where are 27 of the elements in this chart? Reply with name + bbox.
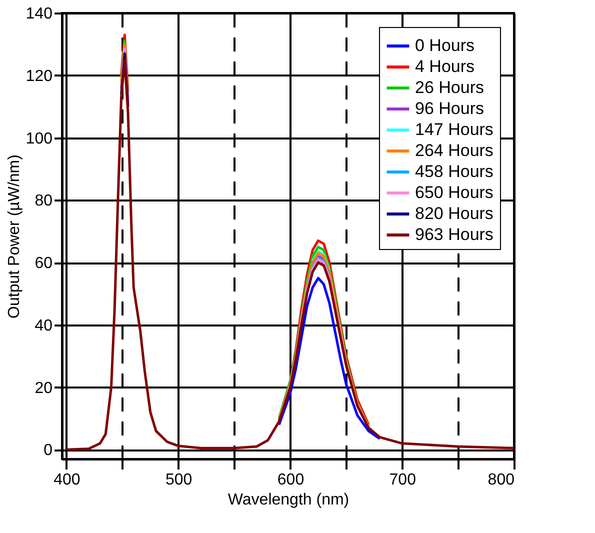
x-tick-label: 500 bbox=[166, 472, 192, 488]
legend-label: 147 Hours bbox=[415, 120, 494, 139]
legend-label: 264 Hours bbox=[415, 141, 494, 160]
legend-label: 4 Hours bbox=[415, 57, 475, 76]
y-tick-label: 80 bbox=[34, 192, 53, 210]
y-tick-label: 140 bbox=[26, 6, 53, 22]
y-tick-label: 60 bbox=[34, 255, 53, 272]
x-tick-label: 700 bbox=[389, 472, 416, 488]
x-tick-label: 400 bbox=[54, 472, 80, 488]
x-axis-title: Wavelength (nm) bbox=[228, 492, 350, 508]
y-tick-label: 100 bbox=[26, 130, 53, 148]
y-tick-label: 0 bbox=[44, 442, 53, 460]
line-series bbox=[65, 58, 516, 451]
y-axis-title: Output Power (µW/nm) bbox=[6, 154, 23, 318]
legend-label: 820 Hours bbox=[415, 204, 494, 223]
x-tick-label: 800 bbox=[488, 472, 515, 488]
legend-label: 26 Hours bbox=[415, 78, 484, 97]
legend-label: 0 Hours bbox=[415, 36, 475, 55]
legend-label: 650 Hours bbox=[415, 183, 494, 202]
y-tick-label: 20 bbox=[34, 380, 53, 397]
x-tick-label: 600 bbox=[277, 472, 304, 488]
legend-label: 963 Hours bbox=[415, 225, 494, 244]
y-tick-label: 40 bbox=[34, 317, 53, 334]
legend-label: 96 Hours bbox=[415, 99, 484, 118]
line-series bbox=[278, 276, 381, 440]
y-tick-label: 120 bbox=[26, 68, 53, 85]
legend-label: 458 Hours bbox=[415, 162, 494, 181]
